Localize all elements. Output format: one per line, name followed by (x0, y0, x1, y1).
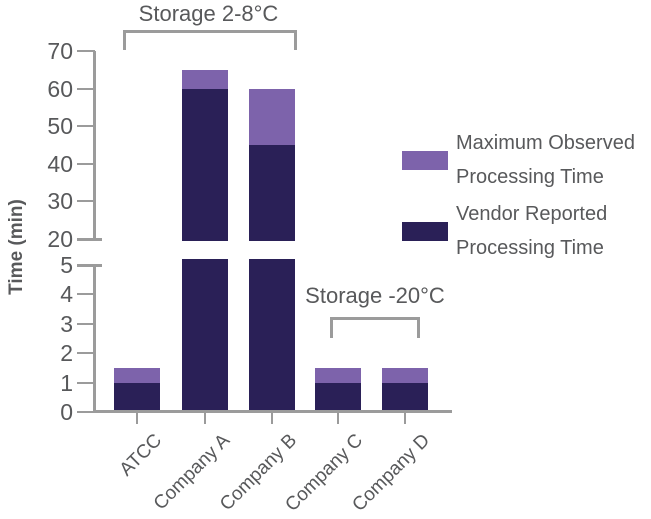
y-tick-label: 20 (47, 226, 73, 252)
y-tick-label: 30 (47, 188, 73, 214)
x-tick (204, 413, 206, 424)
y-tick (77, 352, 95, 354)
y-tick (77, 411, 95, 413)
y-tick-label: 50 (47, 113, 73, 139)
y-tick-label: 2 (60, 340, 73, 366)
y-tick-label: 60 (47, 76, 73, 102)
x-category-label: ATCC (115, 430, 166, 481)
y-axis-break-cap (77, 264, 102, 267)
y-tick (77, 125, 95, 127)
bar-segment (382, 368, 428, 383)
bar-segment (182, 89, 228, 241)
legend-entry-vendor-reported: Vendor Reported Processing Time (402, 197, 635, 265)
y-tick-label: 1 (60, 370, 73, 396)
bar-segment (315, 368, 361, 383)
y-axis-upper-segment (93, 51, 96, 239)
y-tick (77, 200, 95, 202)
y-tick (77, 323, 95, 325)
legend-entry-maximum-observed: Maximum Observed Processing Time (402, 126, 635, 194)
annotation-storage-2-8c: Storage 2-8°C (138, 1, 279, 26)
legend-label-line: Processing Time (456, 166, 604, 188)
legend-swatch-vendor-reported (402, 221, 448, 241)
y-tick (77, 50, 95, 52)
bar-segment (114, 368, 160, 383)
x-tick (337, 413, 339, 424)
bar-segment (182, 259, 228, 410)
y-tick-label: 3 (60, 311, 73, 337)
legend-label-maximum-observed: Maximum Observed Processing Time (456, 126, 635, 194)
bar-segment (315, 383, 361, 410)
y-axis-lower-segment (93, 265, 96, 413)
legend-label-line: Maximum Observed (456, 132, 635, 154)
y-tick-label: 70 (47, 38, 73, 64)
x-tick (404, 413, 406, 424)
y-tick-label: 4 (60, 281, 73, 307)
legend-label-line: Processing Time (456, 237, 604, 259)
x-tick (136, 413, 138, 424)
y-tick-label: 0 (60, 399, 73, 425)
y-axis-break-cap (77, 238, 102, 241)
x-tick (271, 413, 273, 424)
annotation-storage-minus-20c: Storage -20°C (305, 283, 445, 308)
bar-segment (249, 259, 295, 410)
legend: Maximum Observed Processing Time Vendor … (402, 126, 635, 268)
bar-segment (182, 70, 228, 89)
bar-segment (249, 145, 295, 241)
bar-segment (114, 383, 160, 410)
y-tick (77, 293, 95, 295)
bracket-storage-minus-20c (330, 317, 420, 338)
bar-segment (249, 89, 295, 145)
y-tick (77, 88, 95, 90)
y-tick (77, 382, 95, 384)
bar-segment (382, 383, 428, 410)
bracket-storage-2-8c (123, 30, 297, 50)
y-tick (77, 163, 95, 165)
y-tick-label: 5 (60, 252, 73, 278)
legend-label-vendor-reported: Vendor Reported Processing Time (456, 197, 607, 265)
legend-label-line: Vendor Reported (456, 203, 608, 225)
x-axis (93, 410, 452, 413)
legend-swatch-maximum-observed (402, 150, 448, 170)
y-tick-label: 40 (47, 151, 73, 177)
